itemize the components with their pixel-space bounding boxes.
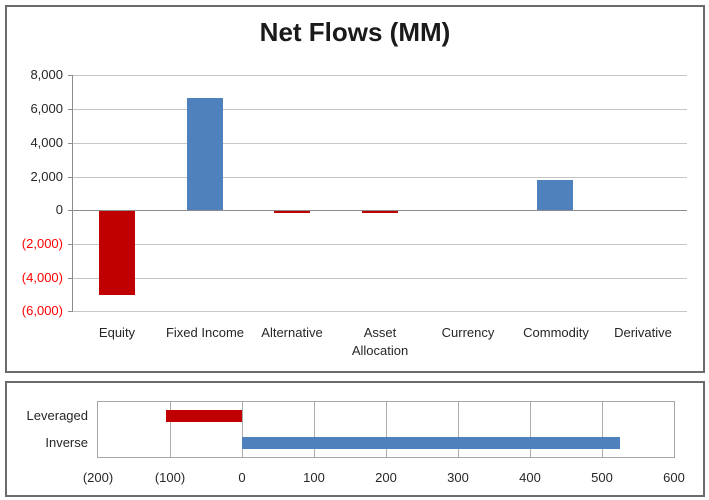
y-tick-label: 6,000 bbox=[30, 101, 63, 116]
x-tick-label: 300 bbox=[447, 470, 469, 485]
gridline bbox=[242, 402, 243, 457]
bar-commodity bbox=[537, 180, 573, 210]
net-flows-chart-panel: Net Flows (MM) 8,000 6,000 4,000 2,000 0 (2,0… bbox=[5, 5, 705, 373]
axis-tick bbox=[68, 109, 73, 110]
category-label: Asset Allocation bbox=[351, 325, 409, 358]
gridline bbox=[73, 244, 687, 245]
x-tick-label: 600 bbox=[663, 470, 685, 485]
axis-tick bbox=[68, 244, 73, 245]
gridline bbox=[73, 311, 687, 312]
x-tick-label: 200 bbox=[375, 470, 397, 485]
axis-tick bbox=[68, 75, 73, 76]
x-tick-label: 100 bbox=[303, 470, 325, 485]
y-tick-label: 8,000 bbox=[30, 67, 63, 82]
y-tick-label: 2,000 bbox=[30, 169, 63, 184]
bar-alternative bbox=[274, 211, 310, 213]
category-label: Leveraged bbox=[26, 408, 88, 423]
chart-title: Net Flows (MM) bbox=[259, 17, 451, 47]
bar-leveraged bbox=[166, 410, 242, 422]
category-label: Currency bbox=[441, 325, 495, 340]
category-label: Equity bbox=[98, 325, 136, 340]
axis-tick bbox=[68, 311, 73, 312]
axis-tick bbox=[68, 278, 73, 279]
category-label: Commodity bbox=[523, 325, 589, 340]
gridline bbox=[602, 402, 603, 457]
gridline bbox=[73, 210, 687, 211]
leveraged-inverse-plot-area: (200) (100) 0 100 200 300 400 500 600 Leveraged In… bbox=[27, 401, 685, 485]
gridline bbox=[458, 402, 459, 457]
gridline bbox=[530, 402, 531, 457]
y-tick-label: 4,000 bbox=[30, 135, 63, 150]
gridline bbox=[73, 177, 687, 178]
category-label: Fixed Income bbox=[165, 325, 245, 340]
category-label: Inverse bbox=[45, 435, 88, 450]
y-tick-label: (4,000) bbox=[21, 270, 63, 285]
leveraged-inverse-chart-panel: (200) (100) 0 100 200 300 400 500 600 Leveraged In… bbox=[5, 381, 705, 497]
gridline bbox=[73, 109, 687, 110]
bar-inverse bbox=[242, 437, 620, 449]
y-tick-label: (2,000) bbox=[21, 236, 63, 251]
gridline bbox=[170, 402, 171, 457]
bar-equity bbox=[99, 211, 135, 295]
axis-tick bbox=[68, 177, 73, 178]
gridline bbox=[314, 402, 315, 457]
gridline bbox=[73, 143, 687, 144]
axis-tick bbox=[68, 143, 73, 144]
net-flows-plot-area: 8,000 6,000 4,000 2,000 0 (2,000) (4,000) (6,00… bbox=[22, 67, 687, 358]
x-tick-label: 400 bbox=[519, 470, 541, 485]
x-tick-label: (200) bbox=[82, 470, 114, 485]
x-tick-label: 500 bbox=[591, 470, 613, 485]
gridline bbox=[73, 278, 687, 279]
category-label: Alternative bbox=[261, 325, 323, 340]
category-label: Derivative bbox=[614, 325, 672, 340]
y-tick-label: (6,000) bbox=[21, 303, 63, 318]
bar-fixed-income bbox=[187, 98, 223, 210]
y-tick-label: 0 bbox=[55, 202, 63, 217]
x-tick-label: 0 bbox=[238, 470, 246, 485]
gridline bbox=[73, 75, 687, 76]
axis-tick bbox=[68, 210, 73, 211]
bar-asset-allocation bbox=[362, 211, 398, 213]
x-tick-label: (100) bbox=[154, 470, 186, 485]
gridline bbox=[386, 402, 387, 457]
